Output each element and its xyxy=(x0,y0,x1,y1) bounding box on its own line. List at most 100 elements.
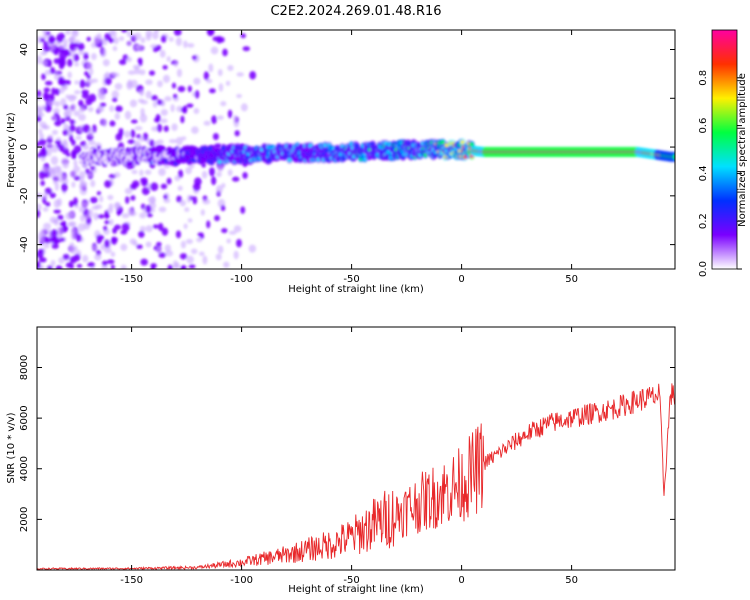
noise-blob xyxy=(183,40,188,49)
x-tick-label: -100 xyxy=(230,274,253,285)
noise-blob xyxy=(180,106,188,113)
x-tick-label: -150 xyxy=(120,274,143,285)
noise-blob xyxy=(179,199,187,207)
noise-blob xyxy=(53,236,59,244)
noise-blob xyxy=(102,118,107,128)
noise-blob xyxy=(220,205,226,212)
noise-blob xyxy=(62,253,70,260)
colorbar-gradient xyxy=(712,30,737,269)
noise-blob xyxy=(164,244,172,252)
noise-blob xyxy=(119,36,125,42)
noise-blob xyxy=(126,30,134,38)
noise-blob xyxy=(114,201,121,211)
noise-blob xyxy=(38,112,45,117)
noise-blob xyxy=(227,109,233,119)
noise-blob xyxy=(203,71,210,81)
noise-blob xyxy=(57,232,62,239)
noise-blob xyxy=(193,107,200,114)
noise-blob xyxy=(74,90,81,95)
noise-blob xyxy=(61,174,67,182)
noise-blob xyxy=(109,120,116,127)
noise-blob xyxy=(115,133,123,141)
noise-blob xyxy=(96,236,102,244)
noise-blob xyxy=(126,41,133,47)
noise-blob xyxy=(87,208,94,218)
noise-blob xyxy=(84,71,89,76)
noise-blob xyxy=(63,104,69,110)
noise-blob xyxy=(87,262,95,268)
noise-blob xyxy=(78,106,85,113)
noise-blob xyxy=(65,30,71,36)
noise-blob xyxy=(158,168,166,177)
noise-blob xyxy=(145,204,152,214)
noise-blob xyxy=(56,226,63,235)
noise-blob xyxy=(47,142,52,148)
y-tick-label: 20 xyxy=(19,92,30,105)
spectrogram-panel: -150 -100 -50 0 50 -40 -20 0 20 40 Height of stra… xyxy=(6,29,676,295)
noise-blob xyxy=(49,96,55,102)
noise-blob xyxy=(242,46,251,52)
noise-blob xyxy=(60,98,67,107)
noise-blob xyxy=(46,147,52,157)
noise-blob xyxy=(202,198,211,205)
noise-blob xyxy=(160,118,168,124)
noise-blob xyxy=(132,241,138,247)
noise-blob xyxy=(145,79,153,86)
snr-axes: -150 -100 -50 0 50 2000 4000 6000 8000 xyxy=(19,327,675,586)
noise-blob xyxy=(51,87,56,95)
noise-blob xyxy=(53,48,59,56)
noise-blob xyxy=(48,167,54,174)
noise-blob xyxy=(87,106,94,113)
spectrogram-frame xyxy=(36,29,676,270)
noise-blob xyxy=(173,30,182,36)
noise-blob xyxy=(179,253,188,260)
x-tick-label: -150 xyxy=(120,575,143,586)
noise-blob xyxy=(217,245,224,254)
noise-blob xyxy=(120,264,127,269)
colorbar-frame xyxy=(711,29,738,270)
y-tick-label: 4000 xyxy=(19,456,30,481)
ridge-core xyxy=(323,143,328,148)
ridge-core xyxy=(440,140,445,145)
noise-blob xyxy=(85,97,93,106)
noise-blob xyxy=(107,194,114,200)
noise-blob xyxy=(79,79,86,89)
noise-blob xyxy=(162,74,171,83)
noise-blob xyxy=(170,104,175,113)
noise-blob xyxy=(57,214,64,220)
ridge-core xyxy=(335,146,340,151)
noise-blob xyxy=(48,35,56,45)
noise-blob xyxy=(240,206,246,214)
noise-blob xyxy=(225,80,231,86)
noise-blob xyxy=(50,144,59,153)
noise-blob xyxy=(50,260,56,267)
noise-blob xyxy=(198,251,205,257)
noise-blob xyxy=(61,48,70,54)
noise-blob xyxy=(145,90,152,99)
x-tick-label: 0 xyxy=(458,575,464,586)
noise-blob xyxy=(162,65,168,70)
ridge-core xyxy=(217,160,222,165)
ridge-core xyxy=(444,143,449,148)
ridge-core xyxy=(151,147,156,152)
noise-blob xyxy=(38,133,45,140)
noise-blob xyxy=(51,129,58,135)
noise-blob xyxy=(82,144,90,151)
noise-blob xyxy=(114,112,121,120)
noise-blob xyxy=(160,109,168,116)
noise-blob xyxy=(99,102,107,107)
noise-blob xyxy=(102,48,107,57)
noise-blob xyxy=(55,174,61,180)
noise-blob xyxy=(90,179,96,188)
colorbar-tick-label: 0.4 xyxy=(698,165,709,181)
noise-blob xyxy=(38,231,45,236)
noise-blob xyxy=(38,138,47,146)
noise-blob xyxy=(163,198,171,204)
noise-blob xyxy=(140,177,148,184)
noise-blob xyxy=(173,61,179,68)
noise-blob xyxy=(53,58,61,64)
ridge-core xyxy=(460,140,465,145)
noise-blob xyxy=(120,229,128,235)
noise-blob xyxy=(130,79,138,88)
noise-blob xyxy=(69,42,75,52)
